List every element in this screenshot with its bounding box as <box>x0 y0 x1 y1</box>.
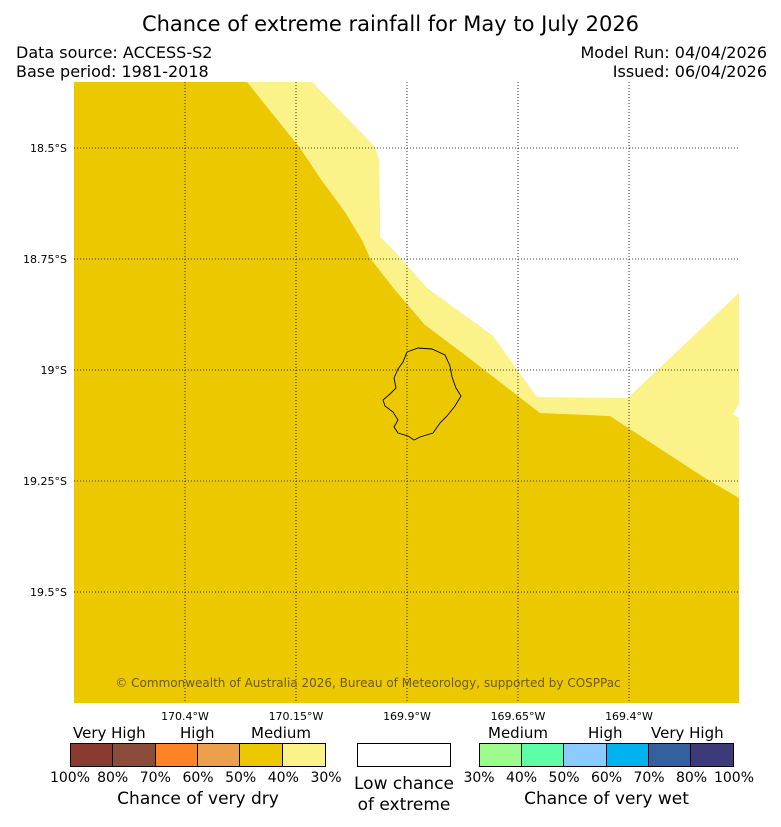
legend-percent-label: 30% <box>463 770 495 786</box>
legend-swatch <box>480 744 523 766</box>
copyright-notice: © Commonwealth of Australia 2026, Bureau… <box>115 676 620 690</box>
legend-percent-label: 80% <box>675 770 708 786</box>
lat-label: 18.5°S <box>30 142 67 155</box>
legend-swatch <box>648 744 691 766</box>
legend-percent-label: 70% <box>633 770 665 786</box>
low-chance-caption-line1: Low chance <box>354 774 454 794</box>
lat-label: 19°S <box>41 364 67 377</box>
legend-swatch <box>71 744 114 766</box>
legend-percent-label: 50% <box>225 770 257 786</box>
meta-left: Data source: ACCESS-S2 Base period: 1981… <box>16 43 212 81</box>
legend-percent-label: 40% <box>267 770 299 786</box>
legend-percent-label: 30% <box>310 770 342 786</box>
low-dry-band <box>247 82 739 498</box>
legend-swatch <box>240 744 283 766</box>
low-chance-area <box>312 82 739 398</box>
meta-right: Model Run: 04/04/2026 Issued: 06/04/2026 <box>581 43 768 81</box>
base-period: Base period: 1981-2018 <box>16 62 209 81</box>
legend-percent-label: 40% <box>505 770 538 786</box>
legend-percent-label: 60% <box>182 770 214 786</box>
edge-notch <box>733 404 739 418</box>
map-title: Chance of extreme rainfall for May to Ju… <box>141 12 640 36</box>
legend-swatch <box>282 744 325 766</box>
wet-high-label: High <box>588 724 623 742</box>
legend-swatch <box>522 744 565 766</box>
low-chance-swatch <box>357 743 451 767</box>
legend-percent-label: 80% <box>97 770 129 786</box>
legend-swatch <box>113 744 156 766</box>
lon-label: 170.4°W <box>161 710 209 723</box>
lon-label: 169.65°W <box>491 710 546 723</box>
wet-very-high-label: Very High <box>651 724 724 742</box>
lon-label: 169.9°W <box>383 710 431 723</box>
low-chance-caption-line2: of extreme <box>357 795 451 815</box>
wet-caption: Chance of very wet <box>524 789 689 809</box>
legend-percent-label: 50% <box>548 770 580 786</box>
legend-swatch <box>564 744 607 766</box>
legend-percent-label: 100% <box>713 770 755 786</box>
legend-swatch <box>155 744 198 766</box>
legend-percent-label: 60% <box>590 770 623 786</box>
legend-percent-label: 70% <box>139 770 171 786</box>
lat-label: 19.25°S <box>23 475 67 488</box>
wet-colorbar <box>479 743 734 767</box>
wet-medium-label: Medium <box>488 724 548 742</box>
model-run: Model Run: 04/04/2026 <box>580 43 768 62</box>
issued-date: Issued: 06/04/2026 <box>612 62 767 81</box>
dry-high-label: High <box>180 724 215 742</box>
dry-colorbar <box>70 743 326 767</box>
lon-label: 170.15°W <box>269 710 324 723</box>
legend-swatch <box>197 744 241 766</box>
island-outline <box>382 347 462 441</box>
dry-medium-label: Medium <box>251 724 311 742</box>
legend-percent-label: 100% <box>49 770 91 786</box>
lat-label: 19.5°S <box>30 586 67 599</box>
dry-caption: Chance of very dry <box>117 789 279 809</box>
lat-label: 18.75°S <box>23 253 67 266</box>
data-source: Data source: ACCESS-S2 <box>16 43 213 62</box>
dry-very-high-label: Very High <box>73 724 146 742</box>
lon-label: 169.4°W <box>605 710 653 723</box>
legend-swatch <box>690 744 734 766</box>
low-chance-caption: Low chance of extreme <box>340 774 468 816</box>
legend-swatch <box>606 744 649 766</box>
